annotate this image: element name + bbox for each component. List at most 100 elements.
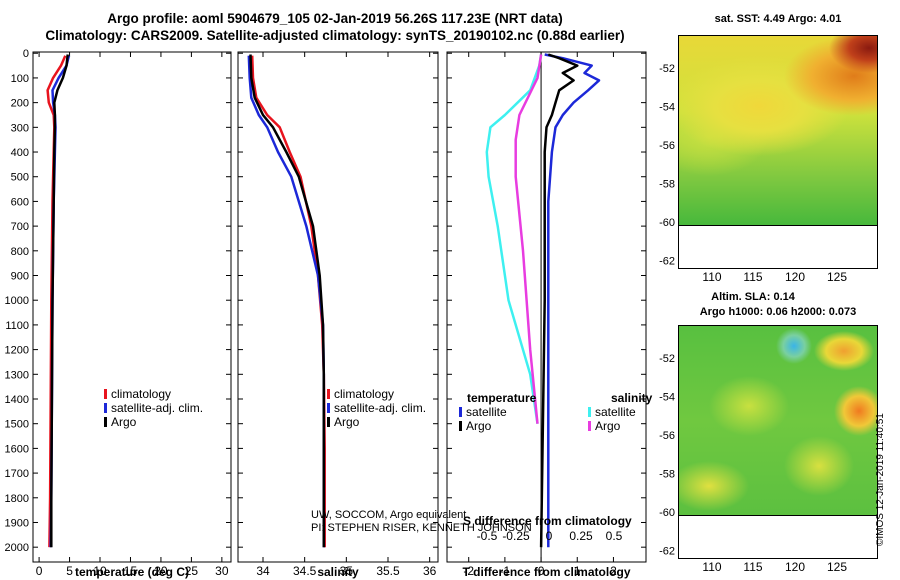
y-tick-label: 1000 bbox=[5, 295, 29, 307]
x-tick-label: 34 bbox=[256, 564, 270, 578]
x-tick-label: 35 bbox=[340, 564, 354, 578]
legend-swatch bbox=[588, 421, 591, 431]
legend-title-temperature: temperature bbox=[467, 391, 537, 405]
sdiff-tick-label: 0.5 bbox=[606, 529, 623, 543]
legend-label: climatology bbox=[334, 387, 394, 401]
y-tick-label: 300 bbox=[11, 122, 29, 134]
imos-credit: ©IMOS 12-Jan-2019 11:40:51 bbox=[875, 413, 886, 546]
sla-map-y-tick-label: -62 bbox=[659, 546, 675, 558]
sla-map-title-1: Altim. SLA: 0.14 bbox=[711, 291, 795, 303]
sla-map-title-2: Argo h1000: 0.06 h2000: 0.073 bbox=[699, 306, 857, 318]
legend-swatch bbox=[104, 417, 107, 427]
series-line-s-satellite bbox=[485, 54, 543, 424]
sla-map-y-tick-label: -54 bbox=[659, 392, 675, 404]
legend-label: satellite bbox=[466, 405, 507, 419]
y-tick-label: 1300 bbox=[5, 369, 29, 381]
x-tick-label: 0 bbox=[538, 564, 545, 578]
x-tick-label: 5 bbox=[66, 564, 73, 578]
series-line-argo bbox=[50, 54, 69, 548]
legend-label: Argo bbox=[111, 415, 137, 429]
y-tick-label: 500 bbox=[11, 172, 29, 184]
sdiff-tick-label: 0.25 bbox=[569, 529, 593, 543]
sst-map-y-tick-label: -58 bbox=[659, 179, 675, 191]
y-tick-label: 1800 bbox=[5, 493, 29, 505]
x-tick-label: -2 bbox=[463, 564, 474, 578]
sst-map-x-tick-label: 125 bbox=[827, 270, 847, 284]
y-tick-label: 200 bbox=[11, 98, 29, 110]
sst-map-y-tick-label: -56 bbox=[659, 140, 675, 152]
y-tick-label: 400 bbox=[11, 147, 29, 159]
legend-swatch bbox=[327, 403, 330, 413]
sst-map-y-tick-label: -60 bbox=[659, 217, 675, 229]
legend-label: satellite bbox=[595, 405, 636, 419]
legend-swatch bbox=[104, 403, 107, 413]
header-line-1: Argo profile: aoml 5904679_105 02-Jan-20… bbox=[107, 11, 563, 26]
y-tick-label: 2000 bbox=[5, 542, 29, 554]
x-axis-label: T difference from climatology bbox=[462, 565, 630, 579]
sdiff-tick-label: 0 bbox=[546, 529, 553, 543]
y-tick-label: 0 bbox=[23, 48, 29, 60]
legend-label: Argo bbox=[334, 415, 360, 429]
sst-map-x-tick-label: 115 bbox=[743, 270, 762, 284]
sst-map-y-tick-label: -54 bbox=[659, 102, 675, 114]
annotation-line-2: PI: STEPHEN RISER, KENNETH JOHNSON bbox=[311, 522, 532, 534]
sla-map-y-tick-label: -52 bbox=[659, 353, 675, 365]
x-tick-label: 34.5 bbox=[293, 564, 317, 578]
x-tick-label: -1 bbox=[500, 564, 511, 578]
legend-label: satellite-adj. clim. bbox=[334, 401, 426, 415]
y-tick-label: 1200 bbox=[5, 345, 29, 357]
legend-swatch bbox=[327, 389, 330, 399]
legend-label: climatology bbox=[111, 387, 171, 401]
sla-map-x-tick-label: 120 bbox=[785, 560, 805, 574]
sla-map bbox=[678, 325, 878, 516]
x-tick-label: 2 bbox=[610, 564, 617, 578]
sst-map-x-tick-label: 110 bbox=[702, 270, 721, 284]
x-axis-label: temperature (deg C) bbox=[75, 565, 189, 579]
x-axis-label: salinity bbox=[317, 565, 359, 579]
y-tick-label: 1400 bbox=[5, 394, 29, 406]
x-tick-label: 1 bbox=[574, 564, 581, 578]
y-tick-label: 800 bbox=[11, 246, 29, 258]
y-tick-label: 700 bbox=[11, 221, 29, 233]
legend-label: satellite-adj. clim. bbox=[111, 401, 203, 415]
header-line-2: Climatology: CARS2009. Satellite-adjuste… bbox=[45, 28, 625, 43]
x-tick-label: 15 bbox=[124, 564, 138, 578]
sla-map-y-tick-label: -58 bbox=[659, 469, 675, 481]
sst-map-title: sat. SST: 4.49 Argo: 4.01 bbox=[714, 13, 842, 25]
sst-map-y-tick-label: -52 bbox=[659, 63, 675, 75]
y-tick-label: 1600 bbox=[5, 443, 29, 455]
sdiff-tick-label: -0.25 bbox=[502, 529, 530, 543]
sst-map-x-tick-label: 120 bbox=[785, 270, 805, 284]
series-line-t-argo bbox=[539, 53, 579, 548]
annotation-line-1: UW, SOCCOM, Argo equivalent bbox=[311, 509, 466, 521]
legend-swatch bbox=[588, 407, 591, 417]
y-tick-label: 100 bbox=[11, 73, 29, 85]
legend-swatch bbox=[327, 417, 330, 427]
sdiff-axis-title: S difference from climatology bbox=[463, 514, 632, 528]
x-tick-label: 35.5 bbox=[376, 564, 400, 578]
y-tick-label: 1100 bbox=[5, 320, 29, 332]
sla-map-x-tick-label: 125 bbox=[827, 560, 847, 574]
legend-swatch bbox=[459, 407, 462, 417]
y-tick-label: 1500 bbox=[5, 419, 29, 431]
x-tick-label: 36 bbox=[423, 564, 437, 578]
sla-map-y-tick-label: -60 bbox=[659, 507, 675, 519]
y-tick-label: 1700 bbox=[5, 468, 29, 480]
x-tick-label: 20 bbox=[154, 564, 168, 578]
x-tick-label: 10 bbox=[93, 564, 107, 578]
credit-container: ©IMOS 12-Jan-2019 11:40:51 bbox=[871, 380, 891, 550]
sla-map-land-mask bbox=[678, 515, 878, 559]
series-line-argo bbox=[249, 54, 326, 548]
sla-map-y-tick-label: -56 bbox=[659, 430, 675, 442]
legend-label: Argo bbox=[466, 419, 492, 433]
x-tick-label: 25 bbox=[185, 564, 199, 578]
sdiff-tick-label: -0.5 bbox=[477, 529, 498, 543]
legend-swatch bbox=[459, 421, 462, 431]
sst-map-land-mask bbox=[678, 225, 878, 269]
x-tick-label: 30 bbox=[215, 564, 229, 578]
legend-title-salinity: salinity bbox=[611, 391, 653, 405]
series-line-s-argo bbox=[514, 54, 543, 424]
legend-label: Argo bbox=[595, 419, 621, 433]
sla-map-x-tick-label: 115 bbox=[743, 560, 762, 574]
